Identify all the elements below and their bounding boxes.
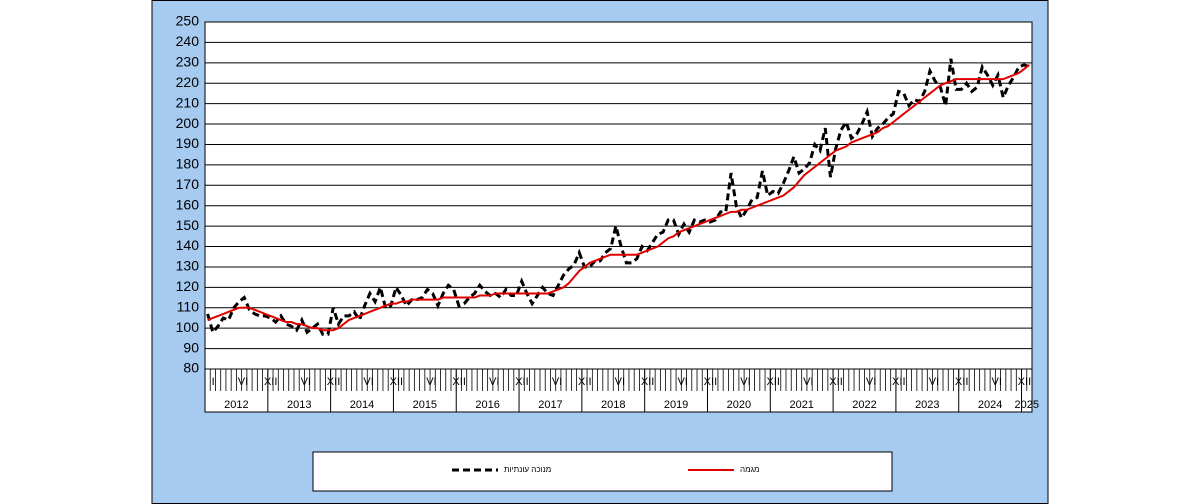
x-tick-label: XI	[704, 376, 714, 388]
x-tick-label: VI	[929, 376, 939, 388]
y-tick-label: 220	[176, 74, 200, 90]
y-tick-label: 240	[176, 33, 200, 49]
x-tick-label: I	[903, 376, 906, 388]
y-tick-label: 230	[176, 54, 200, 70]
x-tick-label: I	[777, 376, 780, 388]
y-tick-label: 140	[176, 237, 200, 253]
y-tick-label: 150	[176, 217, 200, 233]
y-tick-label: 80	[183, 360, 199, 376]
plot-area	[204, 21, 1033, 413]
x-tick-label: VI	[426, 376, 436, 388]
year-label: 2017	[538, 399, 562, 411]
x-tick-label: VI	[803, 376, 813, 388]
x-tick-label: XI	[578, 376, 588, 388]
x-tick-label: XI	[766, 376, 776, 388]
legend	[312, 451, 893, 492]
x-tick-label: I	[274, 376, 277, 388]
x-tick-label: XI	[390, 376, 400, 388]
y-tick-label: 210	[176, 94, 200, 110]
x-tick-label: XI	[515, 376, 525, 388]
x-tick-label: VI	[677, 376, 687, 388]
y-tick-label: 200	[176, 115, 200, 131]
x-tick-label: I	[840, 376, 843, 388]
x-tick-label: XI	[641, 376, 651, 388]
y-tick-label: 250	[176, 13, 200, 29]
x-tick-label: I	[463, 376, 466, 388]
x-tick-label: I	[526, 376, 529, 388]
x-tick-label: I	[212, 376, 215, 388]
year-label: 2022	[852, 399, 876, 411]
x-tick-label: VI	[238, 376, 248, 388]
x-tick-label: VI	[615, 376, 625, 388]
y-tick-label: 100	[176, 319, 200, 335]
series-line	[207, 64, 1030, 332]
legend-label: מגמה	[740, 465, 759, 474]
year-label: 2020	[727, 399, 751, 411]
legend-label: מנוכה עונתיות	[504, 465, 551, 474]
series-line	[206, 58, 1030, 336]
y-tick-label: 160	[176, 196, 200, 212]
y-tick-label: 120	[176, 278, 200, 294]
x-tick-label: VI	[301, 376, 311, 388]
x-tick-label: I	[651, 376, 654, 388]
y-tick-label: 190	[176, 135, 200, 151]
x-tick-label: XI	[327, 376, 337, 388]
x-tick-label: XI	[892, 376, 902, 388]
year-label: 2018	[601, 399, 625, 411]
year-label: 2021	[789, 399, 813, 411]
x-tick-label: VI	[363, 376, 373, 388]
y-tick-label: 180	[176, 156, 200, 172]
year-label: 2024	[978, 399, 1002, 411]
y-tick-label: 90	[183, 339, 199, 355]
x-tick-label: XI	[829, 376, 839, 388]
year-label: 2013	[287, 399, 311, 411]
x-tick-label: I	[965, 376, 968, 388]
year-label: 2014	[350, 399, 374, 411]
x-tick-label: I	[714, 376, 717, 388]
x-tick-label: I	[337, 376, 340, 388]
x-tick-label: VI	[740, 376, 750, 388]
year-label: 2023	[915, 399, 939, 411]
x-tick-label: XI	[955, 376, 965, 388]
x-tick-label: VI	[552, 376, 562, 388]
x-tick-label: XI	[1018, 376, 1028, 388]
year-label: 2025	[1015, 399, 1039, 411]
year-label: 2012	[224, 399, 248, 411]
x-tick-label: I	[1028, 376, 1031, 388]
year-label: 2019	[664, 399, 688, 411]
x-tick-label: I	[400, 376, 403, 388]
x-tick-label: VI	[992, 376, 1002, 388]
x-tick-label: XI	[264, 376, 274, 388]
y-tick-label: 110	[177, 298, 200, 314]
year-label: 2016	[475, 399, 499, 411]
year-label: 2015	[413, 399, 437, 411]
x-tick-label: XI	[452, 376, 462, 388]
y-tick-label: 170	[176, 176, 200, 192]
x-tick-label: I	[588, 376, 591, 388]
x-tick-label: VI	[489, 376, 499, 388]
x-tick-label: VI	[866, 376, 876, 388]
y-tick-label: 130	[176, 258, 200, 274]
